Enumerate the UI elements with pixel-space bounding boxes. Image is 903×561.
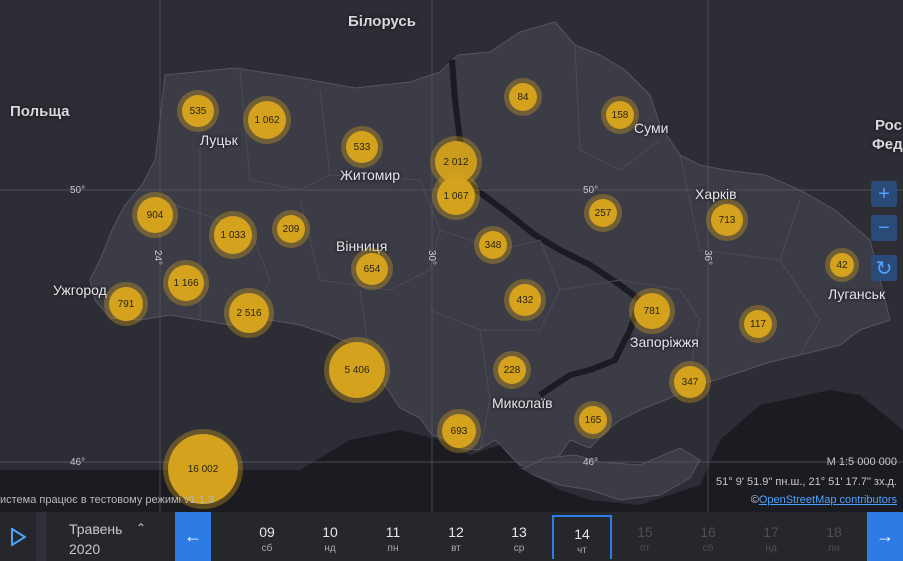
timeline-bar: Травень 2020 ⌃ ← 09 сб 10 нд 11 пн 12 вт 13 ср 14 ч… <box>0 512 903 561</box>
city-label-uzhhorod: Ужгород <box>53 282 107 298</box>
cluster-marker[interactable]: 5 406 <box>329 342 385 398</box>
grid-label-lat46-mid: 46° <box>583 457 599 468</box>
grid-label-lat46: 46° <box>70 457 86 468</box>
cluster-marker[interactable]: 16 002 <box>168 434 238 504</box>
grid-label-lon24: 24° <box>152 249 164 266</box>
day-item[interactable]: 17 нд <box>741 515 801 559</box>
play-icon <box>11 527 26 546</box>
day-weekday: нд <box>324 543 336 554</box>
map-scale: М 1:5 000 000 <box>826 456 897 468</box>
cluster-marker[interactable]: 781 <box>634 293 670 329</box>
city-label-mykolaiv: Миколаїв <box>492 395 553 411</box>
day-item[interactable]: 09 сб <box>237 515 297 559</box>
zoom-in-button[interactable]: + <box>871 181 897 207</box>
play-button[interactable] <box>0 512 36 561</box>
grid-label-lon30: 30° <box>426 249 438 266</box>
city-label-zaporizhzhia: Запоріжжя <box>630 334 699 350</box>
day-weekday: пн <box>828 543 840 554</box>
cursor-coordinates: 51° 9' 51.9" пн.ш., 21° 51' 17.7" зх.д. <box>716 476 897 488</box>
map-attribution: ©OpenStreetMap contributors <box>751 494 897 506</box>
cluster-marker[interactable]: 347 <box>674 366 706 398</box>
day-item[interactable]: 11 пн <box>363 515 423 559</box>
cluster-marker[interactable]: 257 <box>589 199 617 227</box>
day-number: 16 <box>700 524 716 540</box>
refresh-button[interactable]: ↻ <box>871 255 897 281</box>
day-number: 15 <box>637 524 653 540</box>
cluster-marker[interactable]: 713 <box>711 204 743 236</box>
cluster-marker[interactable]: 1 033 <box>214 216 252 254</box>
day-weekday: чт <box>577 545 587 556</box>
arrow-right-icon: → <box>876 526 894 546</box>
day-number: 12 <box>448 524 464 540</box>
cluster-marker[interactable]: 432 <box>509 284 541 316</box>
day-number: 18 <box>826 524 842 540</box>
city-label-zhytomyr: Житомир <box>340 167 401 183</box>
country-label-belarus: Білорусь <box>348 13 416 30</box>
day-item[interactable]: 16 сб <box>678 515 738 559</box>
country-label-poland: Польща <box>10 103 70 120</box>
day-item[interactable]: 14 чт <box>552 515 612 559</box>
next-day-button[interactable]: → <box>867 512 903 561</box>
cluster-marker[interactable]: 348 <box>479 231 507 259</box>
day-weekday: сб <box>261 543 273 554</box>
day-item[interactable]: 18 пн <box>804 515 864 559</box>
cluster-marker[interactable]: 84 <box>509 83 537 111</box>
month-label[interactable]: Травень <box>69 521 123 537</box>
day-number: 13 <box>511 524 527 540</box>
cluster-marker[interactable]: 1 062 <box>248 101 286 139</box>
day-number: 17 <box>763 524 779 540</box>
cluster-marker[interactable]: 2 012 <box>435 141 477 183</box>
cluster-marker[interactable]: 533 <box>346 131 378 163</box>
day-number: 11 <box>385 524 401 540</box>
grid-label-lon36: 36° <box>702 249 714 266</box>
chevron-up-icon[interactable]: ⌃ <box>136 521 147 535</box>
day-item[interactable]: 12 вт <box>426 515 486 559</box>
day-number: 09 <box>259 524 275 540</box>
cluster-marker[interactable]: 117 <box>744 310 772 338</box>
grid-label-lat50-mid: 50° <box>583 185 599 196</box>
day-weekday: сб <box>702 543 714 554</box>
cluster-marker[interactable]: 228 <box>498 356 526 384</box>
osm-attribution-link[interactable]: OpenStreetMap contributors <box>758 494 897 506</box>
day-weekday: пт <box>640 543 650 554</box>
attribution-prefix: © <box>750 494 759 506</box>
timeline-separator <box>36 512 46 561</box>
cluster-marker[interactable]: 165 <box>579 406 607 434</box>
zoom-out-button[interactable]: − <box>871 215 897 241</box>
city-label-luhansk: Луганськ <box>828 286 886 302</box>
prev-day-button[interactable]: ← <box>175 512 211 561</box>
cluster-marker[interactable]: 42 <box>830 253 854 277</box>
cluster-marker[interactable]: 1 067 <box>437 177 475 215</box>
cluster-marker[interactable]: 791 <box>109 287 143 321</box>
grid-label-lat50: 50° <box>70 185 86 196</box>
test-mode-note: истема працює в тестовому режимі v1.1.3 <box>0 494 215 506</box>
arrow-left-icon: ← <box>184 526 202 546</box>
country-label-russia: Рос <box>875 117 902 134</box>
cluster-marker[interactable]: 2 516 <box>229 293 269 333</box>
city-label-sumy: Суми <box>634 120 669 136</box>
cluster-marker[interactable]: 158 <box>606 101 634 129</box>
day-item[interactable]: 15 пт <box>615 515 675 559</box>
cluster-marker[interactable]: 693 <box>442 414 476 448</box>
country-label-russia-2: Фед <box>872 136 903 153</box>
crimea <box>518 447 701 501</box>
day-weekday: пн <box>387 543 399 554</box>
day-weekday: ср <box>513 543 525 554</box>
city-label-vinnytsia: Вінниця <box>336 238 388 254</box>
day-weekday: вт <box>451 543 461 554</box>
cluster-marker[interactable]: 904 <box>137 197 173 233</box>
day-item[interactable]: 10 нд <box>300 515 360 559</box>
city-label-kharkiv: Харків <box>695 186 737 202</box>
day-number: 10 <box>322 524 338 540</box>
city-label-lutsk: Луцьк <box>200 132 238 148</box>
cluster-marker[interactable]: 209 <box>277 215 305 243</box>
cluster-marker[interactable]: 1 166 <box>168 265 204 301</box>
cluster-marker[interactable]: 654 <box>356 253 388 285</box>
year-label: 2020 <box>69 541 101 557</box>
day-weekday: нд <box>765 543 777 554</box>
day-number: 14 <box>574 526 590 542</box>
cluster-marker[interactable]: 535 <box>182 95 214 127</box>
day-item[interactable]: 13 ср <box>489 515 549 559</box>
map-canvas[interactable]: Білорусь Польща Рос Фед 50° 50° 46° 46° … <box>0 0 903 512</box>
